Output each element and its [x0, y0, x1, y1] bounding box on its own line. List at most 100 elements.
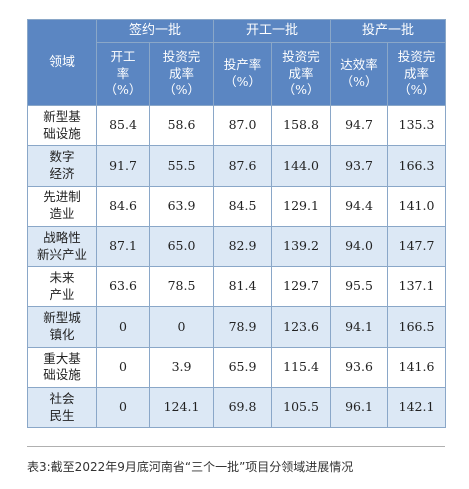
- table-cell: 78.9: [213, 306, 273, 348]
- table-cell: 93.6: [330, 346, 389, 389]
- header-group-signed: 签约一批: [95, 19, 215, 43]
- sub-header-1: 投资完 成率 （%）: [148, 42, 215, 106]
- table-cell: 0: [96, 387, 150, 429]
- row-field-name-line: 产业: [49, 286, 75, 302]
- sub-header-5: 投资完 成率 （%）: [387, 42, 447, 106]
- table-cell: 63.9: [148, 185, 215, 227]
- table-cell: 65.0: [148, 225, 215, 268]
- sub-header-line: （%）: [282, 82, 320, 98]
- row-field-name-line: 镇化: [49, 327, 75, 343]
- row-field-name-line: 础设施: [43, 367, 81, 383]
- table-cell: 87.6: [213, 145, 273, 187]
- row-field-name-line: 新型城: [43, 310, 81, 326]
- table-cell: 141.6: [387, 346, 447, 389]
- progress-table: 领域 签约一批 开工一批 投产一批 开工率（%） 投资完 成率 （%） 投产率 （%） 投资…: [27, 19, 447, 429]
- row-field-name-line: 民生: [49, 407, 75, 423]
- sub-header-line: 率: [116, 65, 130, 81]
- table-cell: 85.4: [96, 104, 150, 147]
- table-cell: 166.5: [387, 306, 447, 348]
- sub-header-line: （%）: [224, 74, 261, 89]
- table-cell: 0: [148, 306, 215, 348]
- table-cell: 158.8: [271, 104, 332, 147]
- row-field-name: 先进制 造业: [27, 185, 97, 227]
- table-cell: 94.4: [330, 185, 389, 227]
- row-field-name: 未来 产业: [27, 266, 97, 308]
- sub-header-line: （%）: [340, 74, 378, 89]
- table-cell: 124.1: [148, 387, 215, 429]
- row-field-name-line: 数字: [49, 149, 75, 165]
- table-cell: 144.0: [271, 145, 332, 187]
- sub-header-line: 达效率: [340, 57, 378, 73]
- table-cell: 95.5: [330, 266, 389, 308]
- table-cell: 0: [96, 346, 150, 389]
- sub-header-line: 投产率: [223, 57, 262, 73]
- row-field-name: 数字 经济: [27, 145, 97, 187]
- table-cell: 93.7: [330, 145, 389, 187]
- sub-header-line: 投资完: [162, 48, 201, 64]
- table-cell: 135.3: [387, 104, 447, 147]
- table-row: 新型基 础设施 85.4 58.6 87.0 158.8 94.7 135.3: [27, 104, 447, 147]
- table-cell: 137.1: [387, 266, 447, 308]
- table-row: 先进制 造业 84.6 63.9 84.5 129.1 94.4 141.0: [27, 185, 447, 227]
- table-row: 新型城 镇化 0 0 78.9 123.6 94.1 166.5: [27, 306, 447, 348]
- sub-header-line: 成率: [404, 65, 430, 81]
- sub-header-line: 成率: [288, 65, 314, 81]
- table-cell: 94.1: [330, 306, 389, 348]
- sub-header-3: 投资完 成率 （%）: [271, 42, 332, 106]
- table-cell: 142.1: [387, 387, 447, 429]
- table-cell: 87.0: [213, 104, 273, 147]
- table-row: 未来 产业 63.6 78.5 81.4 129.7 95.5 137.1: [27, 266, 447, 308]
- table-cell: 63.6: [96, 266, 150, 308]
- table-cell: 0: [96, 306, 150, 348]
- table-row: 社会 民生 0 124.1 69.8 105.5 96.1 142.1: [27, 387, 447, 429]
- sub-header-line: 投资完: [282, 48, 320, 64]
- table-row: 数字 经济 91.7 55.5 87.6 144.0 93.7 166.3: [27, 145, 447, 187]
- table-cell: 3.9: [148, 346, 215, 389]
- table-cell: 94.0: [330, 225, 389, 268]
- row-field-name-line: 造业: [49, 206, 75, 222]
- row-field-name-line: 社会: [49, 390, 75, 406]
- row-field-name: 战略性 新兴产业: [27, 225, 97, 268]
- table-cell: 139.2: [271, 225, 332, 268]
- table-cell: 96.1: [330, 387, 389, 429]
- table-cell: 141.0: [387, 185, 447, 227]
- sub-header-2: 投产率 （%）: [213, 42, 273, 106]
- table-cell: 115.4: [271, 346, 332, 389]
- caption-divider: [27, 446, 445, 447]
- row-field-name: 新型基 础设施: [27, 104, 97, 147]
- sub-header-row: 开工率（%） 投资完 成率 （%） 投产率 （%） 投资完 成率 （%） 达效率 （%） 投资完 成率（…: [28, 42, 447, 106]
- sub-header-line: 投资完: [397, 48, 436, 64]
- row-field-name-line: 经济: [49, 165, 75, 181]
- row-field-name-line: 础设施: [43, 125, 81, 141]
- row-field-name-line: 未来: [49, 269, 75, 285]
- table-cell: 55.5: [148, 145, 215, 187]
- sub-header-line: 开工: [110, 48, 136, 64]
- row-field-name-line: 新兴产业: [36, 246, 87, 262]
- table-cell: 129.1: [271, 185, 332, 227]
- sub-header-0: 开工率（%）: [96, 42, 150, 106]
- table-cell: 84.6: [96, 185, 150, 227]
- table-cell: 81.4: [213, 266, 273, 308]
- row-field-name: 重大基 础设施: [27, 346, 97, 389]
- header-group-production: 投产一批: [330, 19, 447, 43]
- table-cell: 94.7: [330, 104, 389, 147]
- table-cell: 105.5: [271, 387, 332, 429]
- table-cell: 58.6: [148, 104, 215, 147]
- sub-header-line: （%）: [104, 82, 142, 98]
- table-row: 重大基 础设施 0 3.9 65.9 115.4 93.6 141.6: [27, 346, 447, 389]
- row-field-name: 新型城 镇化: [27, 306, 97, 348]
- sub-header-line: （%）: [163, 82, 200, 98]
- table-body: 新型基 础设施 85.4 58.6 87.0 158.8 94.7 135.3 数字 经济 91.7…: [27, 104, 447, 429]
- row-field-name-line: 重大基: [43, 350, 81, 366]
- table-cell: 84.5: [213, 185, 273, 227]
- row-field-name: 社会 民生: [27, 387, 97, 429]
- sub-header-4: 达效率 （%）: [330, 42, 389, 106]
- table-cell: 91.7: [96, 145, 150, 187]
- table-cell: 87.1: [96, 225, 150, 268]
- table-row: 战略性 新兴产业 87.1 65.0 82.9 139.2 94.0 147.7: [27, 225, 447, 268]
- table-cell: 129.7: [271, 266, 332, 308]
- table-cell: 69.8: [213, 387, 273, 429]
- table-caption: 表3:截至2022年9月底河南省“三个一批”项目分领域进展情况: [27, 460, 354, 474]
- row-field-name-line: 先进制: [43, 189, 81, 205]
- row-field-name-line: 战略性: [43, 229, 81, 245]
